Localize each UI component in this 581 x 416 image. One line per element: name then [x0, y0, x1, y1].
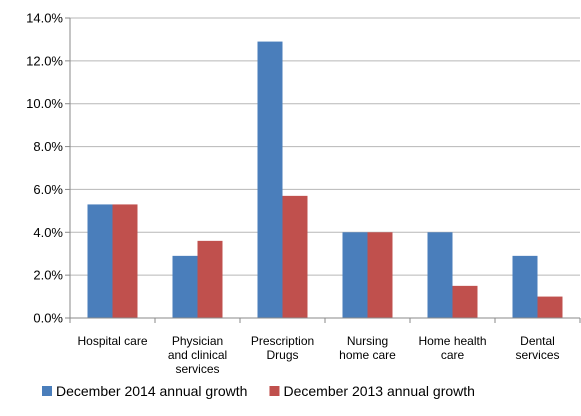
bar	[342, 232, 368, 318]
bar	[257, 41, 283, 318]
bars	[87, 41, 563, 318]
bar	[537, 296, 563, 318]
y-tick-label: 14.0%	[26, 11, 63, 26]
x-tick-label: Prescription Drugs	[251, 334, 314, 362]
bar	[87, 204, 113, 318]
legend-swatch	[42, 386, 52, 396]
legend: December 2014 annual growth December 2013…	[42, 383, 475, 399]
y-tick-label: 0.0%	[33, 311, 63, 326]
y-tick-labels: 0.0% 2.0% 4.0% 6.0% 8.0% 10.0% 12.0% 14.0%	[26, 11, 63, 326]
y-tick-label: 6.0%	[33, 182, 63, 197]
x-tick-label: Physician and clinical services	[168, 334, 227, 376]
bar	[512, 255, 538, 318]
bar	[367, 232, 393, 318]
y-tick-label: 4.0%	[33, 225, 63, 240]
legend-label: December 2013 annual growth	[283, 383, 474, 399]
bar	[197, 240, 223, 318]
y-tick-label: 8.0%	[33, 139, 63, 154]
legend-swatch	[269, 386, 280, 396]
x-tick-label: Hospital care	[77, 334, 147, 348]
x-tick-label: Nursing home care	[339, 334, 396, 362]
x-tick-label: Dental services	[515, 334, 559, 362]
bar	[452, 285, 478, 318]
bar	[172, 255, 198, 318]
bar	[282, 195, 308, 318]
bar	[112, 204, 138, 318]
x-tick-labels: Hospital care Physician and clinical servic…	[77, 334, 559, 376]
legend-label: December 2014 annual growth	[56, 383, 247, 399]
grid	[70, 17, 580, 319]
y-tick-label: 10.0%	[26, 96, 63, 111]
bar	[427, 232, 453, 318]
axes	[65, 17, 581, 323]
x-tick-label: Home health care	[418, 334, 486, 362]
y-tick-label: 2.0%	[33, 268, 63, 283]
y-tick-label: 12.0%	[26, 53, 63, 68]
